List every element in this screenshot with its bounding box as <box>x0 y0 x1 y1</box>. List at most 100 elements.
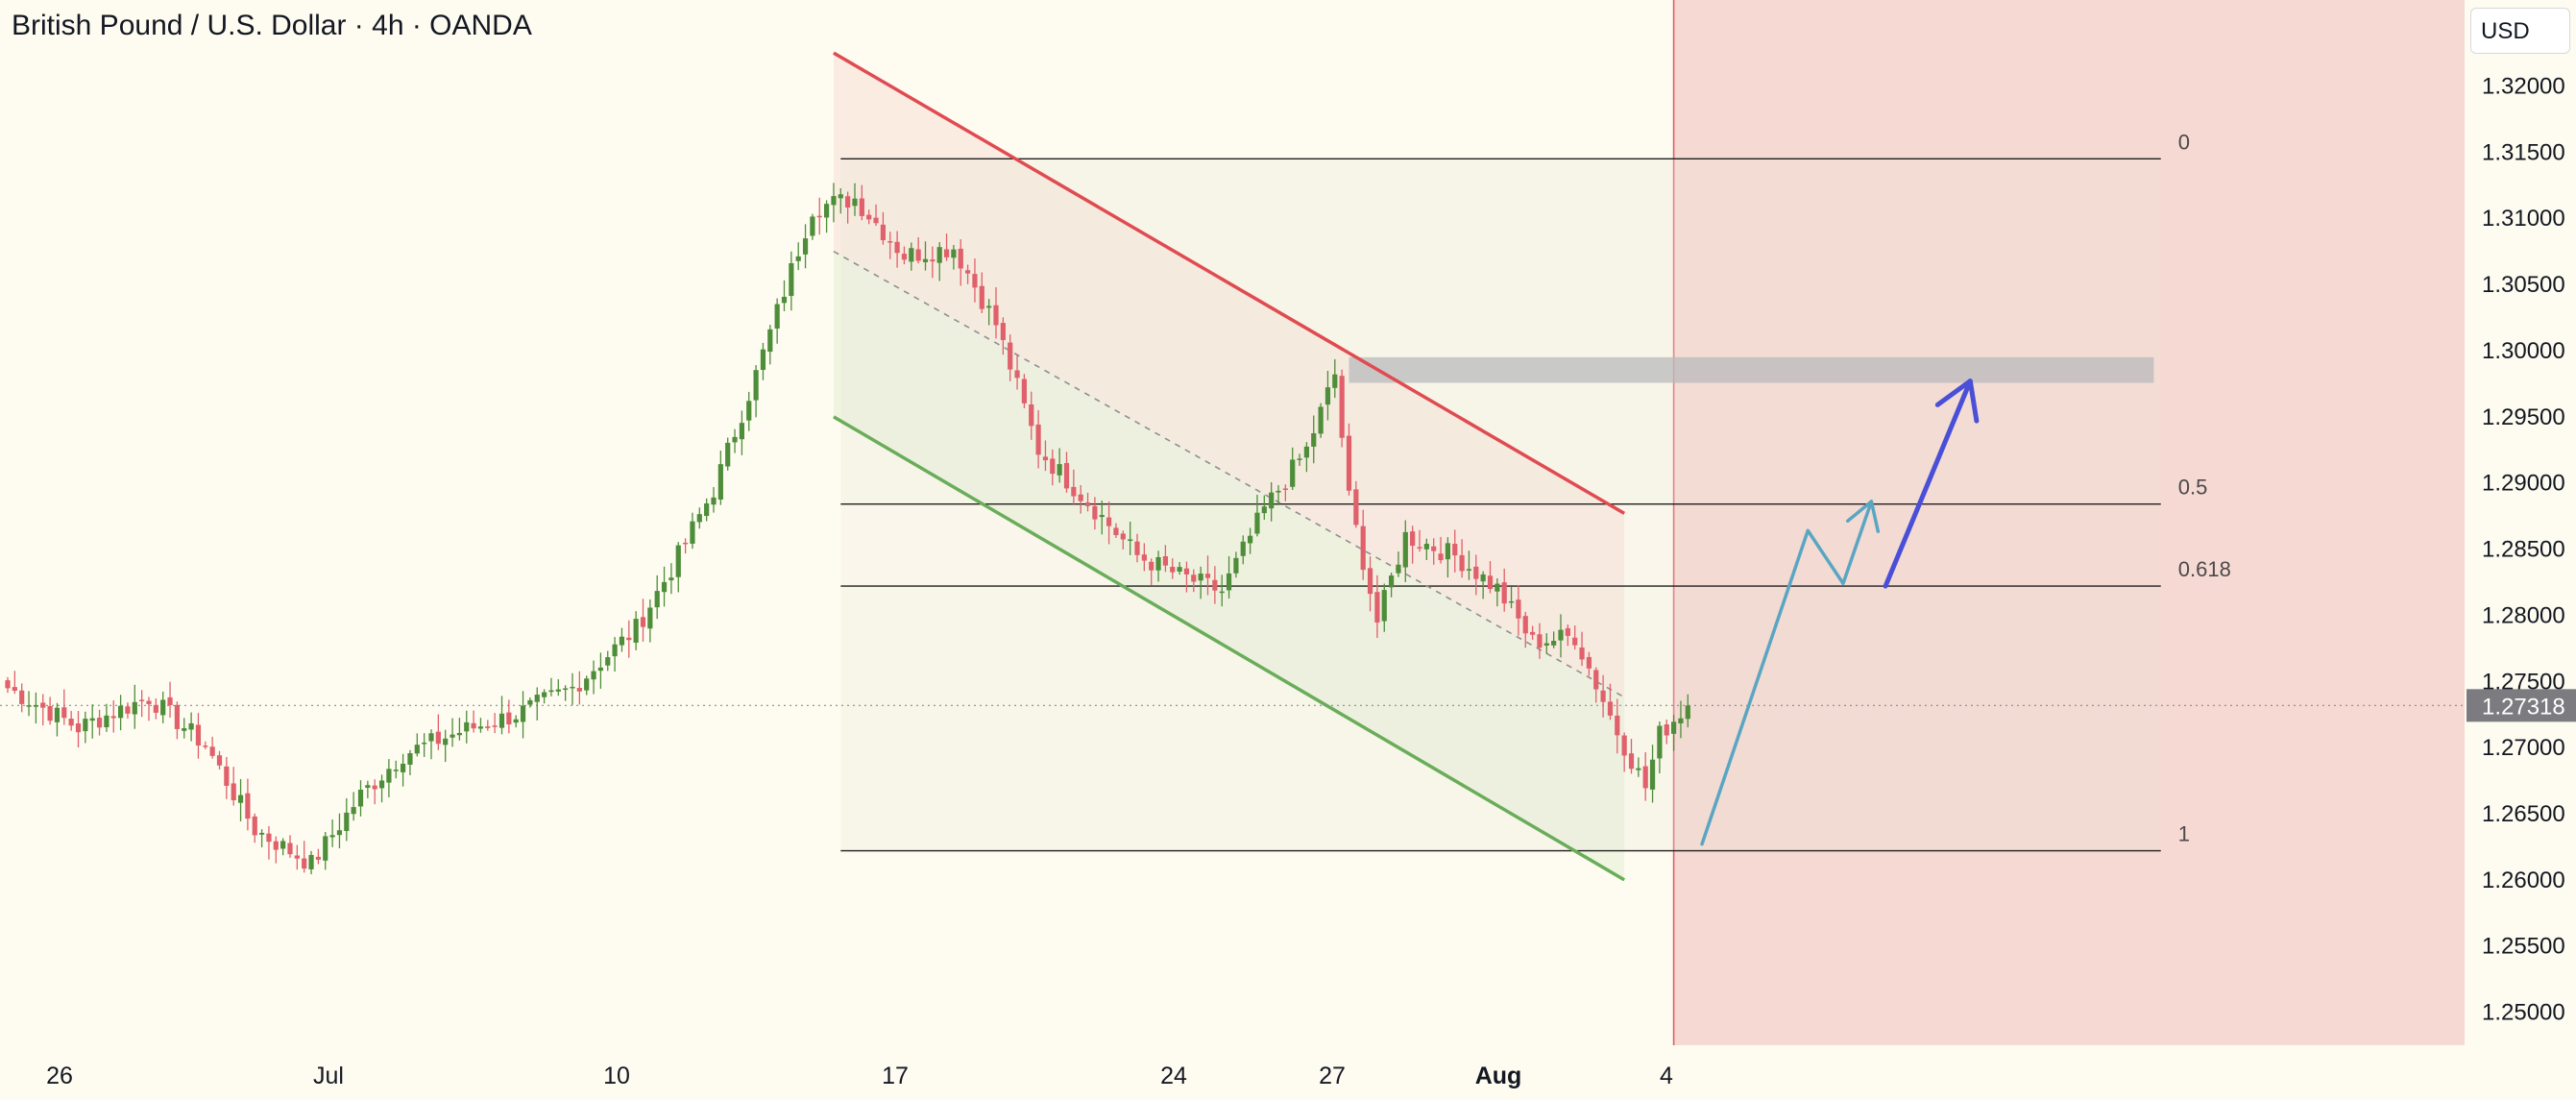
candle-body <box>1431 546 1437 551</box>
candle-down <box>1071 469 1077 505</box>
candle-body <box>534 695 540 702</box>
candle-up <box>548 677 554 697</box>
candle-body <box>1071 486 1077 497</box>
candle-up <box>542 689 547 704</box>
candle-down <box>845 191 851 224</box>
candle-down <box>1537 623 1543 659</box>
candle-up <box>633 611 639 650</box>
candle-body <box>542 692 547 697</box>
candle-down <box>880 211 886 245</box>
candle-body <box>563 688 569 691</box>
candle-body <box>1636 768 1641 770</box>
price-tick-label: 1.31500 <box>2482 139 2565 165</box>
currency-selector[interactable]: USD <box>2470 8 2570 54</box>
candle-down <box>640 599 646 642</box>
channel-mid-line[interactable] <box>833 250 1625 698</box>
candle-down <box>1642 752 1648 801</box>
candle-body <box>174 704 180 729</box>
candle-body <box>1487 575 1494 590</box>
candle-body <box>1374 592 1380 623</box>
candle-down <box>287 835 293 858</box>
candle-body <box>1508 600 1515 603</box>
candle-up <box>1671 715 1677 751</box>
projection-arrow-dark[interactable] <box>1883 379 1973 589</box>
candle-up <box>1649 745 1656 803</box>
candle-down <box>1586 651 1592 676</box>
candle-body <box>1678 718 1684 723</box>
candle-body <box>661 581 668 593</box>
candle-body <box>302 858 307 869</box>
candle-body <box>1452 544 1458 556</box>
candle-body <box>344 812 350 832</box>
candle-up <box>774 298 780 344</box>
candle-body <box>1628 753 1635 770</box>
channel-lower-line[interactable] <box>833 415 1626 882</box>
candle-body <box>1466 569 1472 571</box>
candle-body <box>605 657 611 666</box>
price-tick-label: 1.32000 <box>2482 74 2565 100</box>
candle-down <box>1035 409 1041 469</box>
candle-body <box>1128 539 1133 541</box>
candle-body <box>1664 724 1669 736</box>
candle-body <box>428 733 434 742</box>
candle-up <box>563 685 569 701</box>
candle-up <box>414 733 420 757</box>
candle-down <box>1029 391 1034 440</box>
candle-body <box>1389 575 1395 588</box>
candle-body <box>781 296 788 304</box>
candle-up <box>1318 403 1324 438</box>
candle-body <box>943 249 950 257</box>
price-axis-panel[interactable] <box>2465 0 2576 1045</box>
candle-up <box>795 242 801 271</box>
candle-up <box>329 819 335 847</box>
time-tick-label: Jul <box>313 1063 344 1089</box>
candle-down <box>1516 585 1521 636</box>
candle-body <box>894 241 900 254</box>
candle-body <box>612 644 618 657</box>
candle-down <box>224 756 230 799</box>
candle-body <box>280 841 286 849</box>
chart-title: British Pound / U.S. Dollar · 4h · OANDA <box>12 10 532 41</box>
candle-down <box>1628 739 1635 774</box>
candle-body <box>89 718 95 721</box>
time-axis-panel[interactable] <box>0 1045 2465 1095</box>
candle-body <box>231 783 236 801</box>
candle-body <box>845 196 851 208</box>
candle-body <box>838 194 843 199</box>
channel-upper-line[interactable] <box>833 51 1626 515</box>
candle-up <box>323 831 328 870</box>
candle-up <box>26 691 32 717</box>
candle-down <box>993 286 999 339</box>
candle-down <box>1501 568 1507 612</box>
candle-body <box>513 719 519 723</box>
candle-down <box>1360 509 1366 580</box>
candle-down <box>1212 566 1218 604</box>
candle-down <box>75 710 82 748</box>
candle-up <box>760 342 766 380</box>
candle-down <box>626 620 632 658</box>
candle-body <box>83 719 88 732</box>
candle-body <box>40 702 46 708</box>
candle-up <box>1261 495 1267 521</box>
candle-up <box>1480 571 1486 599</box>
resistance-zone[interactable] <box>1349 356 2154 383</box>
projection-arrow-light[interactable] <box>1700 500 1874 846</box>
candle-up <box>351 792 356 821</box>
price-tick-label: 1.29500 <box>2482 404 2565 430</box>
candle-body <box>690 521 695 544</box>
candle-body <box>1120 533 1126 540</box>
candle-body <box>1423 544 1429 550</box>
candle-down <box>873 204 879 227</box>
candle-down <box>435 714 441 750</box>
candle-body <box>1360 526 1366 571</box>
candle-down <box>167 681 173 718</box>
candle-down <box>216 750 223 770</box>
candle-body <box>640 617 646 627</box>
candle-body <box>252 816 257 836</box>
candle-body <box>816 215 822 218</box>
candle-up <box>668 563 674 595</box>
candle-down <box>1008 334 1013 381</box>
candle-body <box>96 718 103 728</box>
